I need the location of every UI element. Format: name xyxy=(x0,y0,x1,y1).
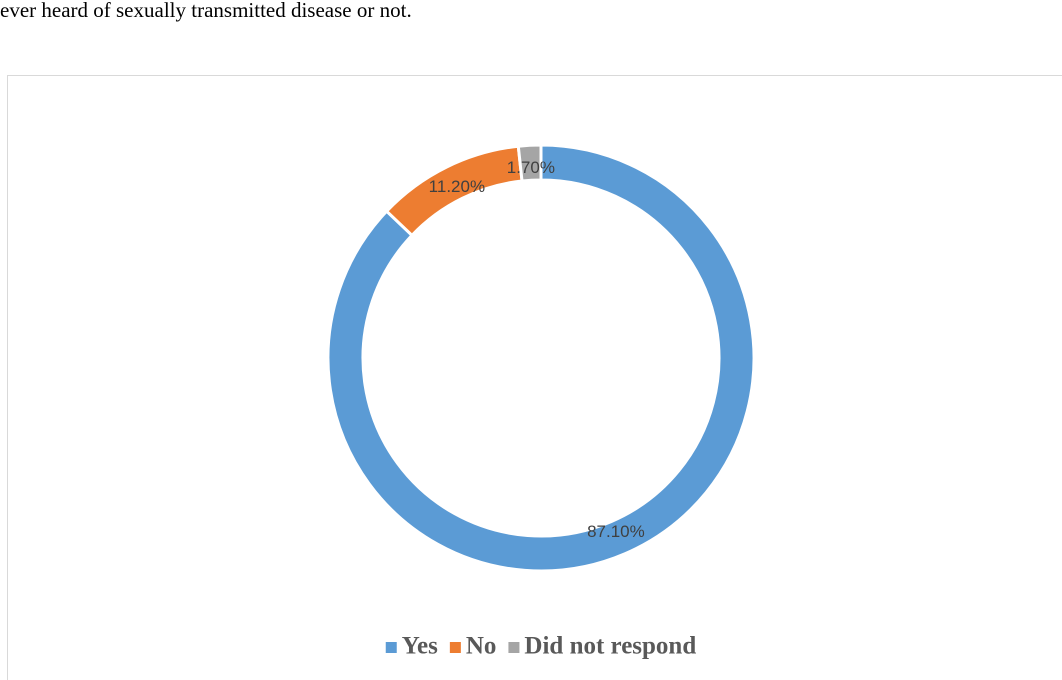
data-label: 11.20% xyxy=(429,177,485,196)
legend-swatch xyxy=(449,642,461,653)
legend-swatch xyxy=(385,642,397,653)
slice xyxy=(326,143,756,573)
legend-label: Did not respond xyxy=(524,633,696,660)
legend-label: Yes xyxy=(402,633,438,660)
legend-swatch xyxy=(508,642,520,653)
data-label: 87.10% xyxy=(587,522,645,541)
slice xyxy=(516,143,543,183)
legend-label: No xyxy=(466,633,497,660)
data-label: 1.70% xyxy=(507,158,555,177)
caption: ever heard of sexually transmitted disea… xyxy=(0,0,412,22)
